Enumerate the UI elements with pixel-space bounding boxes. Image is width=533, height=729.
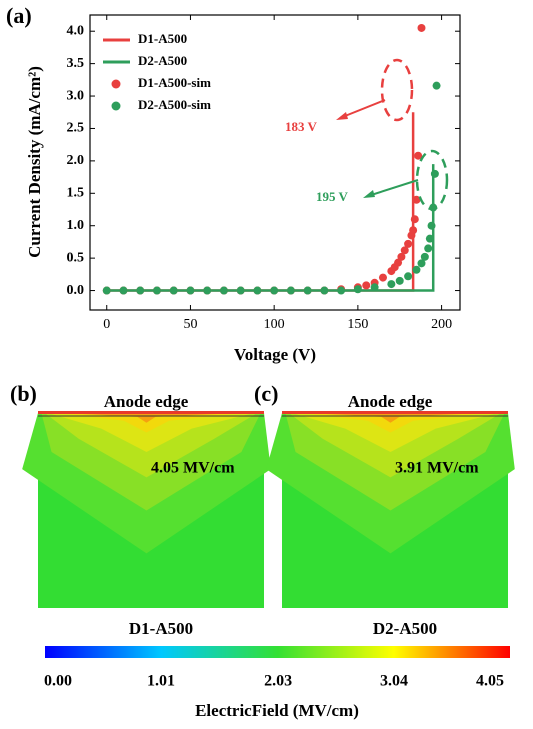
highlight-ellipse <box>380 58 414 122</box>
scatter-point <box>432 81 441 90</box>
colorbar-tick-label: 3.04 <box>380 673 408 690</box>
arrow <box>339 99 386 119</box>
legend-label: D1-A500-sim <box>138 75 211 90</box>
colorbar-tick-label: 2.03 <box>264 673 292 690</box>
anode-edge <box>282 411 508 414</box>
panel-label: (b) <box>10 381 37 406</box>
scatter-point <box>427 221 436 230</box>
panel-label: (a) <box>6 3 32 28</box>
scatter-point <box>320 286 329 295</box>
colorbar-tick-label: 4.05 <box>476 673 504 690</box>
legend-label: D1-A500 <box>138 31 187 46</box>
y-tick-label: 3.5 <box>67 56 85 71</box>
arrow-head <box>336 112 348 120</box>
scatter-point <box>378 273 387 282</box>
x-tick-label: 200 <box>431 317 452 332</box>
scatter-point <box>303 286 312 295</box>
scatter-point <box>136 286 145 295</box>
scatter-point <box>420 252 429 261</box>
y-tick-label: 0.0 <box>67 283 85 298</box>
scatter-point <box>394 258 403 267</box>
map-title: Anode edge <box>104 392 189 411</box>
scatter-point <box>412 195 421 204</box>
scatter-point <box>404 239 413 248</box>
y-axis-label: Current Density (mA/cm²) <box>25 66 44 258</box>
scatter-point <box>414 151 423 160</box>
y-tick-label: 1.5 <box>67 186 85 201</box>
scatter-point <box>362 281 371 290</box>
arrow <box>367 179 419 197</box>
scatter-point <box>404 272 413 281</box>
field-contour <box>48 413 254 452</box>
x-tick-label: 150 <box>347 317 368 332</box>
scatter-point <box>417 259 426 268</box>
colorbar-label: ElectricField (MV/cm) <box>195 701 359 720</box>
scatter-point <box>410 215 419 224</box>
scatter-point <box>397 252 406 261</box>
scatter-point <box>370 283 379 292</box>
x-tick-label: 0 <box>103 317 110 332</box>
field-contour <box>62 413 240 423</box>
x-tick-label: 50 <box>183 317 197 332</box>
anode-edge <box>38 411 264 414</box>
scatter-point <box>425 234 434 243</box>
y-tick-label: 3.0 <box>67 88 85 103</box>
colorbar-tick-label: 0.00 <box>44 673 72 690</box>
legend-label: D2-A500-sim <box>138 97 211 112</box>
peak-annotation: 3.91 MV/cm <box>395 460 479 477</box>
scatter-point <box>236 286 245 295</box>
colorbar-tick-label: 1.01 <box>147 673 175 690</box>
peak-annotation: 4.05 MV/cm <box>151 460 235 477</box>
field-contour <box>302 413 488 433</box>
y-tick-label: 1.0 <box>67 218 85 233</box>
colorbar <box>45 646 510 658</box>
scatter-point <box>270 286 279 295</box>
line <box>106 164 435 292</box>
scatter-point <box>219 286 228 295</box>
scatter-point <box>409 226 418 235</box>
y-tick-label: 4.0 <box>67 23 85 38</box>
x-tick-label: 100 <box>264 317 285 332</box>
arrow-head <box>363 190 375 198</box>
plot-frame <box>89 14 461 311</box>
scatter-point <box>353 285 362 294</box>
map-label: D1-A500 <box>129 619 193 638</box>
y-tick-label: 0.5 <box>67 250 85 265</box>
scatter-point <box>119 286 128 295</box>
highlight-ellipse <box>415 149 449 211</box>
line <box>106 112 415 292</box>
scatter-point <box>395 276 404 285</box>
y-tick-label: 2.0 <box>67 153 85 168</box>
map-label: D2-A500 <box>373 619 437 638</box>
annotation: 183 V <box>285 119 318 134</box>
annotation: 195 V <box>316 189 349 204</box>
scatter-point <box>203 286 212 295</box>
scatter-point <box>253 286 262 295</box>
y-tick-label: 2.5 <box>67 121 85 136</box>
legend-marker <box>111 79 121 89</box>
scatter-point <box>430 169 439 178</box>
scatter-point <box>417 23 426 32</box>
scatter-point <box>286 286 295 295</box>
scatter-point <box>400 246 409 255</box>
scatter-point <box>102 286 111 295</box>
field-contour <box>58 413 244 433</box>
scatter-point <box>337 286 346 295</box>
scatter-point <box>387 280 396 289</box>
x-axis-label: Voltage (V) <box>234 345 316 364</box>
field-contour <box>292 413 498 452</box>
scatter-point <box>186 286 195 295</box>
scatter-point <box>152 286 161 295</box>
scatter-point <box>424 244 433 253</box>
legend-label: D2-A500 <box>138 53 187 68</box>
map-title: Anode edge <box>348 392 433 411</box>
scatter-point <box>169 286 178 295</box>
panel-label: (c) <box>254 381 278 406</box>
legend-marker <box>111 101 121 111</box>
scatter-point <box>412 265 421 274</box>
field-contour <box>306 413 484 423</box>
